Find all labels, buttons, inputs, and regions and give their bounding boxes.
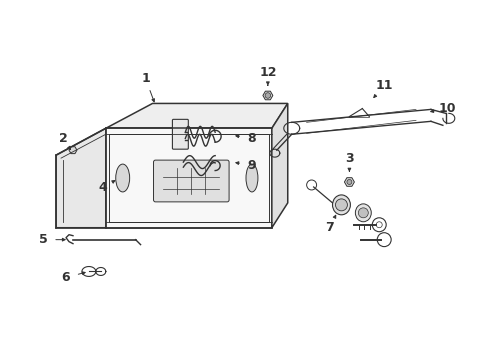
Polygon shape xyxy=(271,103,287,228)
Ellipse shape xyxy=(116,164,129,192)
Text: 7: 7 xyxy=(325,221,333,234)
Text: 6: 6 xyxy=(61,271,70,284)
Text: 8: 8 xyxy=(247,132,256,145)
Polygon shape xyxy=(263,91,272,100)
Text: 2: 2 xyxy=(59,132,67,145)
Ellipse shape xyxy=(245,164,257,192)
Text: 1: 1 xyxy=(141,72,150,85)
Ellipse shape xyxy=(355,204,370,222)
FancyBboxPatch shape xyxy=(172,120,188,149)
FancyBboxPatch shape xyxy=(153,160,228,202)
Text: 3: 3 xyxy=(345,152,353,165)
Polygon shape xyxy=(56,128,105,228)
Text: 12: 12 xyxy=(259,66,276,79)
Circle shape xyxy=(335,199,346,211)
Polygon shape xyxy=(105,103,287,128)
Circle shape xyxy=(264,93,270,98)
Ellipse shape xyxy=(332,195,350,215)
Polygon shape xyxy=(344,178,354,186)
Text: 11: 11 xyxy=(375,79,392,92)
Text: 9: 9 xyxy=(247,159,256,172)
Polygon shape xyxy=(105,128,271,228)
Text: 10: 10 xyxy=(437,102,455,115)
Circle shape xyxy=(346,180,351,184)
Text: 4: 4 xyxy=(98,181,107,194)
Circle shape xyxy=(358,208,367,218)
Text: 5: 5 xyxy=(39,233,47,246)
Polygon shape xyxy=(69,147,77,154)
